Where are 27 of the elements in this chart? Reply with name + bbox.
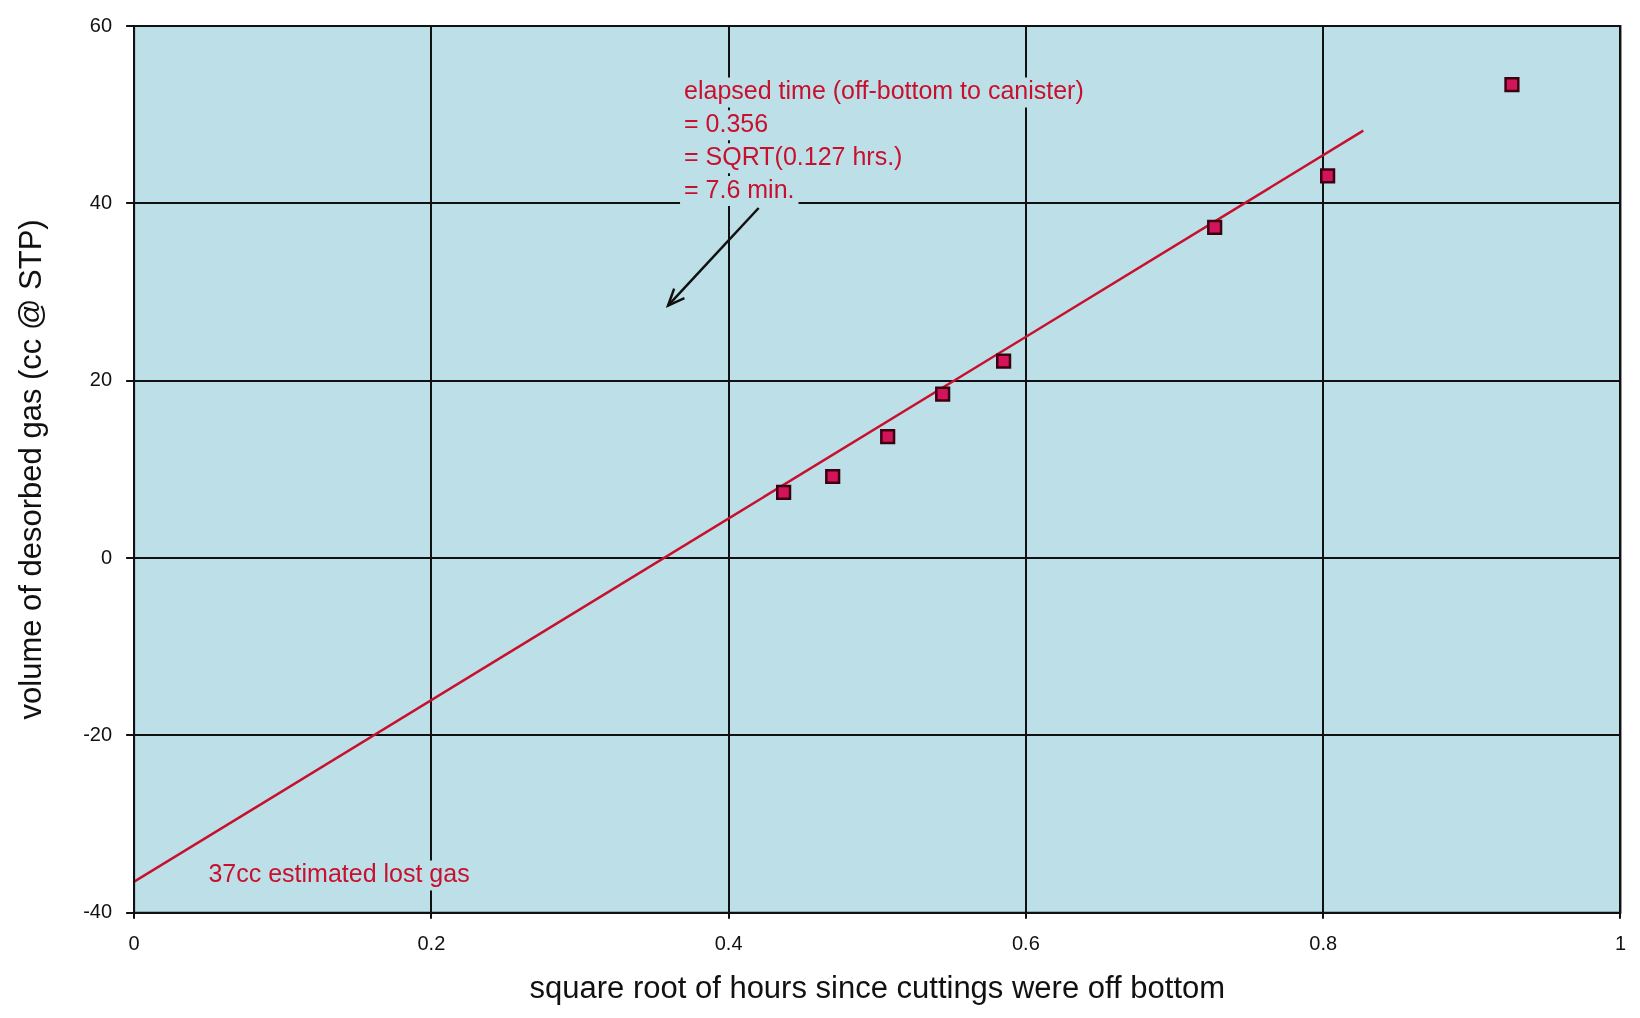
annotation: = 0.356 (684, 109, 769, 138)
x-tick-label: 0.8 (1309, 932, 1338, 955)
x-tick-label: 0.2 (417, 932, 446, 955)
point (1320, 168, 1336, 184)
y-tick-label: 0 (100, 545, 113, 568)
x-axis-title: square root of hours since cuttings were off bottom (529, 969, 1226, 1005)
x-tick-label: 1 (1614, 932, 1626, 955)
x-tick-label: 0 (128, 932, 140, 955)
point (935, 386, 951, 402)
y-tick-label: -20 (83, 722, 113, 745)
y-tick-label: -40 (83, 900, 113, 923)
y-axis-title: volume of desorbed gas (cc @ STP) (13, 219, 49, 720)
y-tick-label: 40 (89, 190, 113, 213)
point (1207, 219, 1223, 235)
x-tick-label: 0.4 (714, 932, 743, 955)
point (880, 428, 896, 445)
annotation: = 7.6 min. (684, 174, 795, 203)
annotation: elapsed time (off-bottom to canister) (684, 76, 1084, 105)
point (776, 484, 792, 501)
point (996, 353, 1012, 369)
y-tick-label: 60 (89, 13, 113, 36)
x-tick-label: 0.6 (1012, 932, 1040, 955)
point (1504, 76, 1520, 93)
annotation: 37cc estimated lost gas (208, 859, 470, 888)
y-tick-label: 20 (89, 368, 113, 391)
annotation: = SQRT(0.127 hrs.) (684, 142, 903, 171)
point (825, 468, 841, 485)
